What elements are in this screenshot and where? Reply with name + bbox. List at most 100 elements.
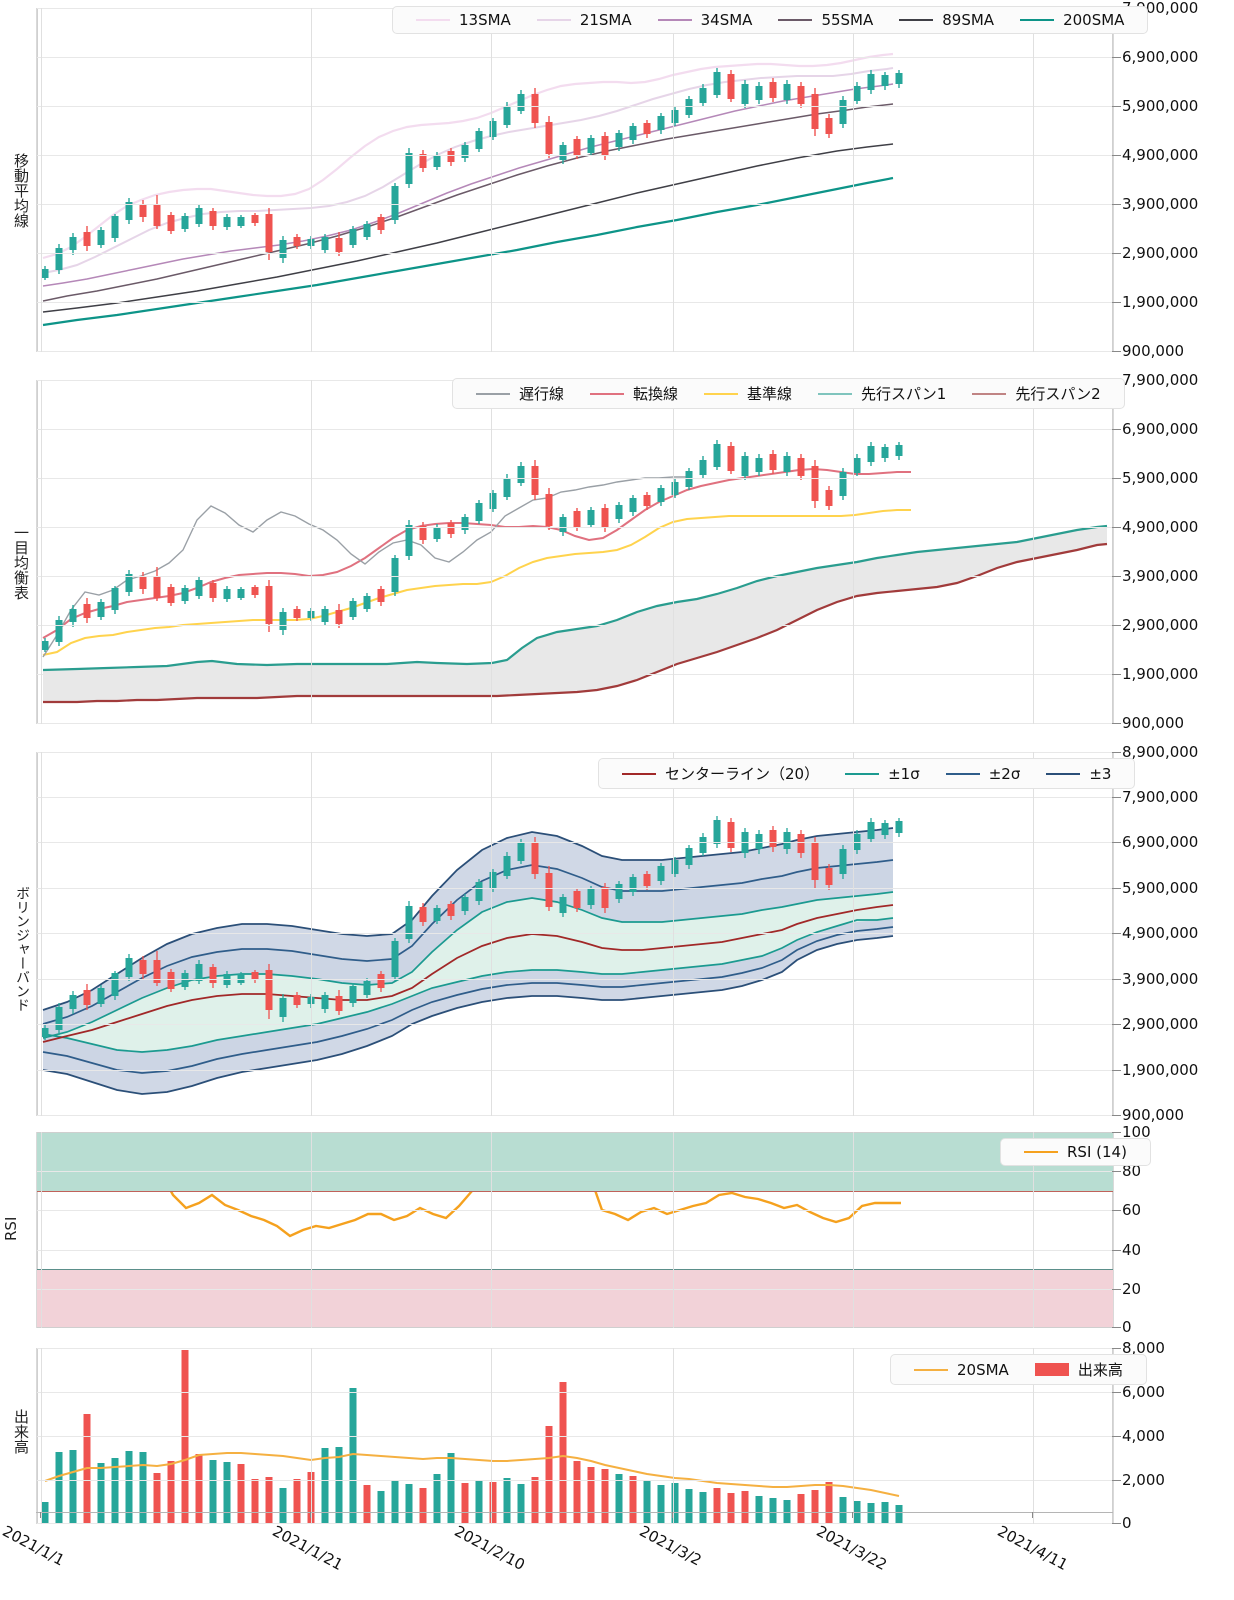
- line-swatch-icon: [1024, 1151, 1058, 1153]
- bar-swatch-icon: [1034, 1363, 1069, 1376]
- bollinger-series-svg: [41, 816, 903, 1095]
- rsi-legend[interactable]: RSI (14): [1000, 1138, 1151, 1166]
- line-swatch-icon: [590, 392, 625, 395]
- bollinger-axis-label: ボリンジャーバンド: [14, 886, 30, 1012]
- ytick-label: 2,900,000: [1122, 244, 1199, 262]
- moving-average-panel: 移動平均線: [0, 0, 1234, 360]
- ytick-label: 2,000: [1122, 1471, 1165, 1489]
- line-swatch-icon: [704, 392, 739, 395]
- ytick-label: 2,900,000: [1122, 616, 1199, 634]
- legend-item-55sma[interactable]: 55SMA: [778, 11, 873, 29]
- line-swatch-icon: [845, 772, 880, 775]
- legend-item-sigma2[interactable]: ±2σ: [945, 764, 1021, 783]
- line-swatch-icon: [899, 19, 934, 21]
- ytick-label: 8,000: [1122, 1339, 1165, 1357]
- ytick-label: 4,900,000: [1122, 518, 1199, 536]
- ytick-label: 1,900,000: [1122, 1061, 1199, 1079]
- bollinger-legend[interactable]: センターライン（20） ±1σ ±2σ ±3: [598, 758, 1136, 789]
- ytick-label: 6,900,000: [1122, 420, 1199, 438]
- line-swatch-icon: [1020, 19, 1055, 21]
- xtick-label: 2021/1/21: [269, 1522, 346, 1575]
- legend-label: 13SMA: [459, 11, 511, 29]
- legend-item-rsi[interactable]: RSI (14): [1024, 1143, 1127, 1161]
- legend-label: 先行スパン1: [861, 385, 947, 403]
- legend-item-200sma[interactable]: 200SMA: [1020, 11, 1124, 29]
- legend-label: 200SMA: [1063, 11, 1125, 29]
- line-swatch-icon: [972, 392, 1007, 395]
- line-swatch-icon: [945, 772, 980, 775]
- legend-label: RSI (14): [1067, 1143, 1127, 1161]
- legend-item-34sma[interactable]: 34SMA: [657, 11, 753, 29]
- rsi-plot-area: [36, 1132, 1114, 1328]
- ytick-label: 2,900,000: [1122, 1015, 1199, 1033]
- rsi-overbought-band: [37, 1132, 1113, 1191]
- bollinger-plot-area: [36, 752, 1114, 1116]
- ytick-label: 100: [1122, 1123, 1151, 1141]
- legend-item-volume-sma[interactable]: 20SMA: [914, 1361, 1009, 1379]
- line-swatch-icon: [818, 392, 853, 395]
- ichimoku-legend[interactable]: 遅行線 転換線 基準線 先行スパン1 先行スパン2: [452, 378, 1125, 409]
- line-swatch-icon: [622, 772, 656, 775]
- ichimoku-axis-label: 一目均衡表: [12, 524, 30, 600]
- rsi-oversold-band: [37, 1269, 1113, 1328]
- line-swatch-icon: [416, 19, 450, 21]
- ytick-label: 80: [1122, 1162, 1142, 1180]
- legend-label: 34SMA: [700, 11, 753, 29]
- moving-average-plot-area: [36, 8, 1114, 352]
- legend-item-senkou1[interactable]: 先行スパン1: [818, 383, 946, 404]
- xtick-label: 2021/4/11: [994, 1522, 1071, 1575]
- ytick-label: 900,000: [1122, 1106, 1185, 1124]
- legend-label: 89SMA: [942, 11, 995, 29]
- ytick-label: 900,000: [1122, 342, 1185, 360]
- ytick-label: 4,900,000: [1122, 924, 1199, 942]
- bollinger-panel: ボリンジャーバンド: [0, 743, 1234, 1124]
- legend-label: 20SMA: [957, 1360, 1009, 1379]
- ytick-label: 3,900,000: [1122, 567, 1199, 585]
- ytick-label: 7,900,000: [1122, 788, 1199, 806]
- ytick-label: 5,900,000: [1122, 97, 1199, 115]
- ytick-label: 900,000: [1122, 714, 1185, 732]
- moving-average-legend[interactable]: 13SMA 21SMA 34SMA 55SMA 89SMA 200SMA: [392, 6, 1149, 34]
- legend-item-kijun[interactable]: 基準線: [704, 383, 792, 404]
- line-swatch-icon: [476, 392, 510, 395]
- line-swatch-icon: [914, 1368, 948, 1371]
- xtick-label: 2021/1/1: [0, 1522, 68, 1570]
- volume-axis-label: 出来高: [12, 1408, 30, 1454]
- xtick-label: 2021/3/2: [636, 1522, 705, 1570]
- ichimoku-series-svg: [41, 440, 1108, 704]
- ytick-label: 60: [1122, 1201, 1142, 1219]
- ytick-label: 3,900,000: [1122, 195, 1199, 213]
- legend-item-tenkan[interactable]: 転換線: [590, 383, 678, 404]
- ytick-label: 6,000: [1122, 1383, 1165, 1401]
- ytick-label: 6,900,000: [1122, 833, 1199, 851]
- legend-label: ±2σ: [988, 764, 1021, 783]
- ytick-label: 3,900,000: [1122, 970, 1199, 988]
- legend-item-21sma[interactable]: 21SMA: [536, 11, 632, 29]
- x-axis: 2021/1/1 2021/1/21 2021/2/10 2021/3/2 20…: [0, 1512, 1234, 1582]
- volume-plot-area: [36, 1348, 1114, 1524]
- legend-label: 転換線: [633, 385, 679, 403]
- legend-label: 基準線: [747, 385, 793, 403]
- ichimoku-plot-area: [36, 380, 1114, 724]
- legend-item-89sma[interactable]: 89SMA: [899, 11, 994, 29]
- legend-item-sigma3[interactable]: ±3: [1046, 765, 1111, 783]
- legend-label: センターライン（20）: [665, 765, 820, 783]
- legend-item-13sma[interactable]: 13SMA: [416, 11, 511, 29]
- ytick-label: 0: [1122, 1514, 1132, 1532]
- legend-item-senkou2[interactable]: 先行スパン2: [972, 383, 1101, 404]
- legend-item-sigma1[interactable]: ±1σ: [845, 765, 920, 783]
- volume-legend[interactable]: 20SMA 出来高: [890, 1354, 1147, 1385]
- legend-label: ±3: [1089, 764, 1112, 783]
- legend-item-center-line[interactable]: センターライン（20）: [622, 763, 819, 784]
- legend-item-chikou[interactable]: 遅行線: [476, 383, 564, 404]
- legend-label: 21SMA: [579, 11, 632, 29]
- legend-item-volume-bars[interactable]: 出来高: [1034, 1359, 1123, 1380]
- moving-average-axis-label: 移動平均線: [12, 152, 30, 228]
- rsi-70-line: [37, 1191, 1113, 1192]
- ytick-label: 5,900,000: [1122, 469, 1199, 487]
- line-swatch-icon: [1046, 772, 1081, 775]
- ytick-label: 4,900,000: [1122, 146, 1199, 164]
- legend-label: 55SMA: [821, 11, 874, 29]
- ytick-label: 0: [1122, 1318, 1132, 1336]
